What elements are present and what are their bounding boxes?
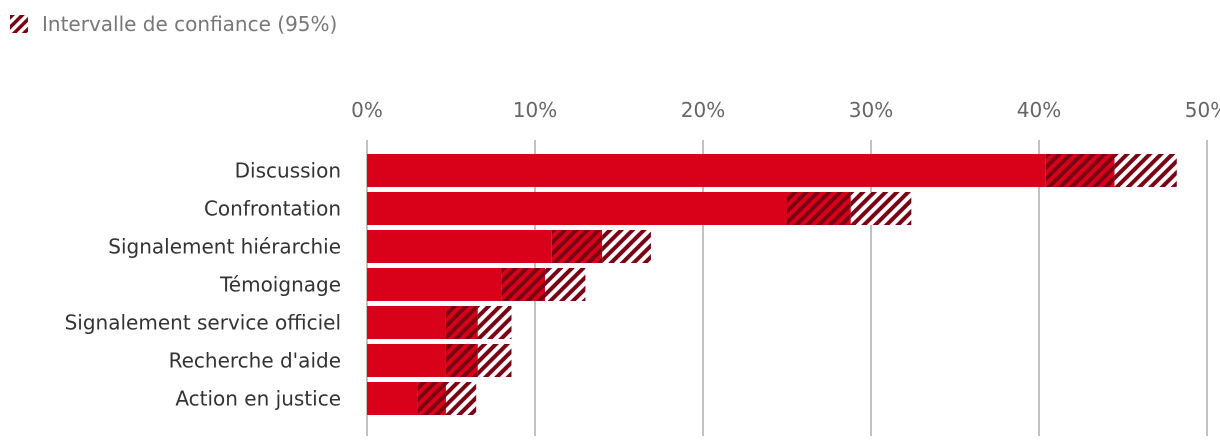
x-tick-label: 50% [1185,98,1220,122]
legend-label: Intervalle de confiance (95%) [42,12,338,36]
ci-upper-segment [545,268,586,301]
ci-upper-segment [602,230,651,263]
legend: Intervalle de confiance (95%) [10,12,337,36]
x-tick-label: 20% [681,98,725,122]
category-label: Confrontation [204,197,341,221]
bar [367,192,787,225]
x-tick-label: 10% [513,98,557,122]
bar [367,230,552,263]
x-tick-label: 30% [849,98,893,122]
ci-lower-segment [501,268,546,301]
ci-lower-segment [417,382,446,415]
ci-lower-segment [787,192,851,225]
category-label: Discussion [235,159,341,183]
bar [367,382,418,415]
bar [367,344,446,377]
category-label: Recherche d'aide [169,349,341,373]
category-label: Signalement hiérarchie [108,235,341,259]
ci-upper-segment [445,382,477,415]
ci-upper-segment [850,192,912,225]
ci-lower-segment [445,306,478,339]
ci-upper-segment [477,306,512,339]
category-label: Témoignage [219,273,341,297]
x-tick-label: 0% [351,98,383,122]
ci-upper-segment [1114,154,1177,187]
ci-upper-segment [477,344,512,377]
ci-lower-segment [551,230,603,263]
ci-lower-segment [1045,154,1115,187]
bar [367,306,446,339]
hatch-swatch-icon [10,15,28,33]
category-label: Action en justice [175,387,341,411]
ci-lower-segment [445,344,478,377]
bar [367,154,1046,187]
x-tick-label: 40% [1017,98,1061,122]
bar [367,268,502,301]
category-label: Signalement service officiel [65,311,341,335]
